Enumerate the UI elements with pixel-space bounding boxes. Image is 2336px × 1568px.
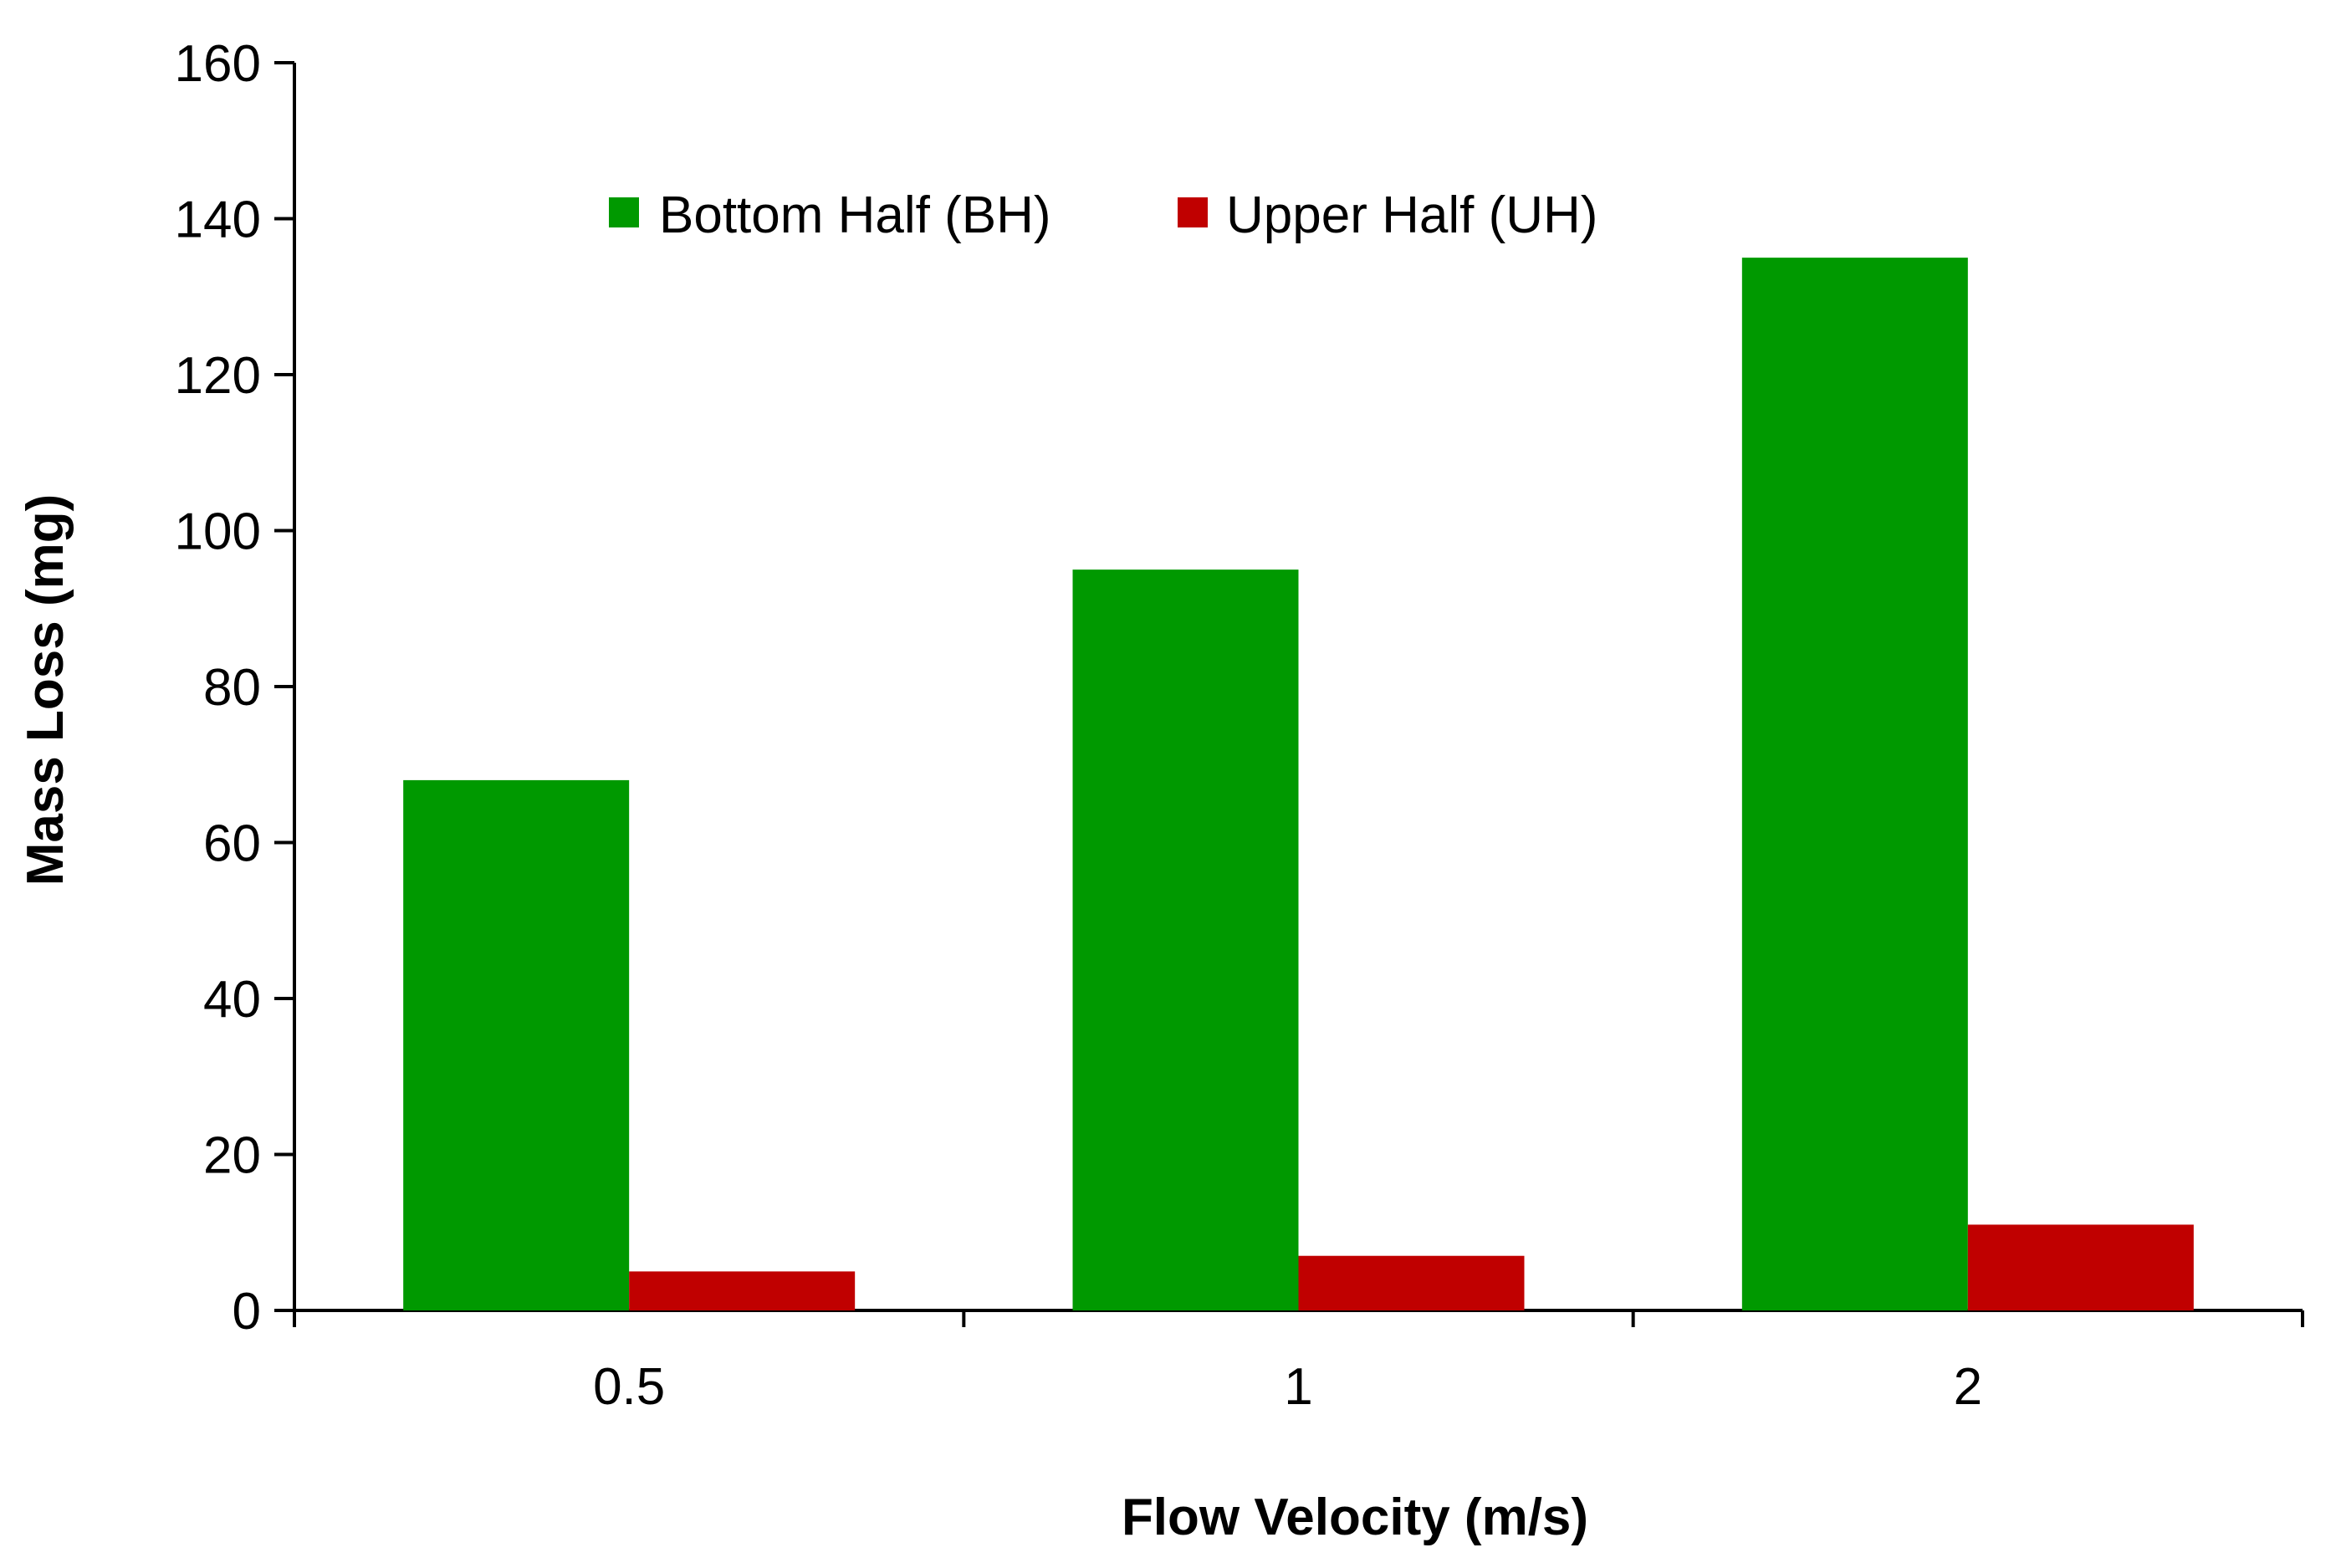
legend-label-bottom-half: Bottom Half (BH) bbox=[659, 186, 1051, 244]
bar-bottom-half bbox=[1741, 258, 1968, 1310]
legend-swatch-bottom-half bbox=[609, 197, 639, 227]
y-tick-label: 80 bbox=[203, 659, 261, 717]
x-axis-title: Flow Velocity (m/s) bbox=[1122, 1489, 1588, 1546]
bar-bottom-half bbox=[403, 779, 630, 1310]
y-tick-label: 100 bbox=[175, 503, 261, 561]
y-tick-label: 120 bbox=[175, 347, 261, 405]
x-tick-label: 2 bbox=[1954, 1358, 1982, 1416]
bar-upper-half bbox=[1967, 1224, 2194, 1310]
y-tick-label: 60 bbox=[203, 815, 261, 873]
bar-upper-half bbox=[629, 1271, 856, 1310]
y-axis: 0 20 40 60 80 100 120 140 160 bbox=[175, 35, 296, 1341]
bars bbox=[403, 258, 2194, 1310]
y-tick-label: 160 bbox=[175, 35, 261, 93]
y-tick-label: 20 bbox=[203, 1127, 261, 1185]
x-tick-label: 0.5 bbox=[593, 1358, 665, 1416]
legend-swatch-upper-half bbox=[1178, 197, 1208, 227]
bar-upper-half bbox=[1298, 1255, 1525, 1310]
y-tick-label: 140 bbox=[175, 192, 261, 249]
legend: Bottom Half (BH) Upper Half (UH) bbox=[609, 186, 1597, 244]
legend-label-upper-half: Upper Half (UH) bbox=[1226, 186, 1597, 244]
x-axis: 0.5 1 2 bbox=[274, 1309, 2304, 1416]
y-tick-label: 0 bbox=[233, 1283, 261, 1341]
x-tick-label: 1 bbox=[1284, 1358, 1312, 1416]
bar-bottom-half bbox=[1072, 569, 1299, 1310]
y-axis-title: Mass Loss (mg) bbox=[17, 494, 74, 886]
y-tick-label: 40 bbox=[203, 971, 261, 1029]
